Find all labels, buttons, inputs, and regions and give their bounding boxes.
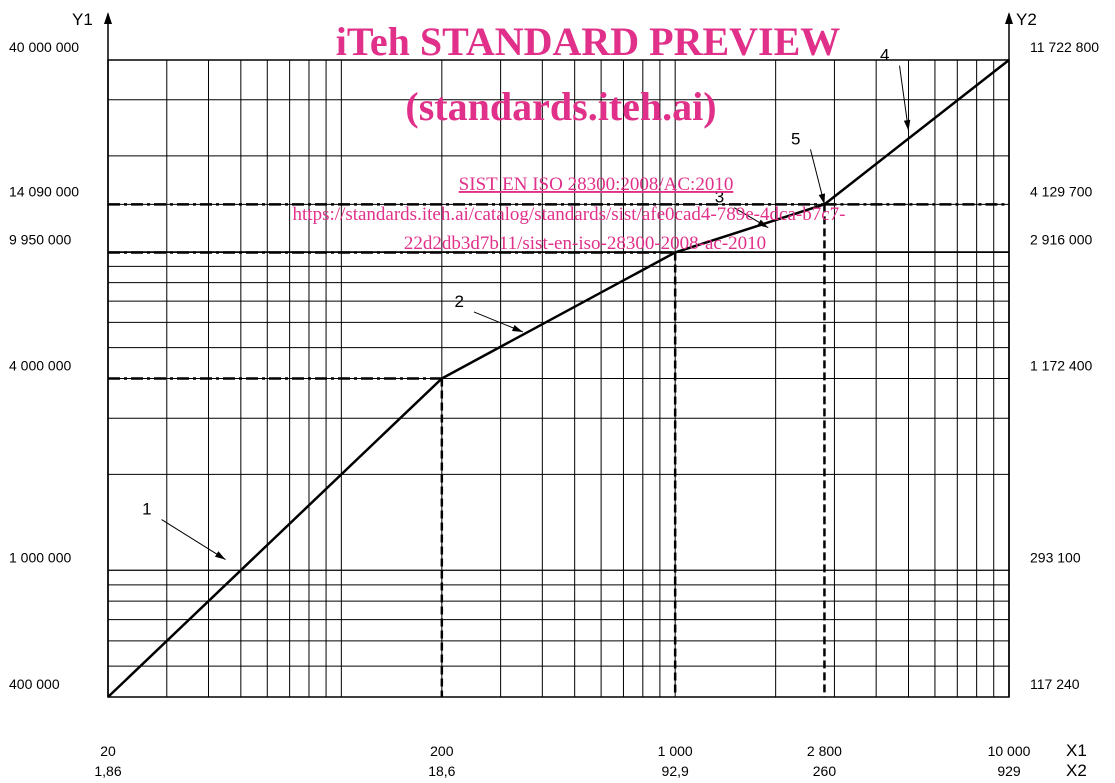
callout-label: 3 [715,188,724,207]
callout-arrowhead [512,324,523,332]
reference-lines [108,203,1009,697]
callout-label: 4 [880,46,889,65]
series [107,59,1010,698]
x1-axis-label: X1 [1066,741,1087,760]
y2-axis-arrow [1005,12,1013,24]
callout-leader [899,65,910,131]
x1-tick-label: 200 [430,743,454,759]
x1-tick-label: 1 000 [658,743,693,759]
x2-tick-label: 1,86 [94,763,121,779]
y1-tick-label: 14 090 000 [9,183,79,199]
callout-leader [161,519,226,561]
callout-arrowhead [818,193,826,205]
y1-tick-label: 4 000 000 [9,358,71,374]
x2-tick-label: 92,9 [662,763,689,779]
x2-tick-label: 18,6 [428,763,455,779]
callouts: 1 2 3 4 5 [142,46,911,561]
x2-tick-label: 929 [997,763,1021,779]
y1-axis-label: Y1 [72,10,93,29]
callout-label: 2 [454,292,463,311]
callout-arrowhead [903,119,911,131]
y2-tick-label: 4 129 700 [1030,183,1092,199]
series-line [107,59,1010,698]
watermark-url-line1[interactable]: https://standards.iteh.ai/catalog/standa… [293,204,846,225]
y1-tick-label: 400 000 [9,676,60,692]
callout-arrowhead [757,219,769,228]
watermark-url-line2[interactable]: 22d2db3d7b11/sist-en-iso-28300-2008-ac-2… [404,233,766,254]
watermark-title: iTeh STANDARD PREVIEW [336,19,841,64]
tick-labels: 400 000 117 240 1 000 000 293 100 4 000 000 1… [9,39,1099,779]
x1-tick-label: 10 000 [988,743,1031,759]
x1-tick-label: 2 800 [807,743,842,759]
y2-tick-label: 293 100 [1030,549,1081,565]
y2-tick-label: 117 240 [1030,676,1080,692]
grid [107,59,1010,698]
y2-tick-label: 2 916 000 [1030,231,1092,247]
axes [104,12,1013,698]
x1-tick-label: 20 [100,743,116,759]
watermark: iTeh STANDARD PREVIEW (standards.iteh.ai… [293,19,846,254]
y2-tick-label: 11 722 800 [1030,39,1099,55]
y1-tick-label: 1 000 000 [9,549,71,565]
y1-tick-label: 40 000 000 [9,39,79,55]
callout-label: 1 [142,500,151,519]
y1-axis-arrow [104,12,112,24]
x2-tick-label: 260 [813,763,837,779]
callout-arrowhead [214,551,226,560]
x2-axis-label: X2 [1066,761,1087,780]
y2-tick-label: 1 172 400 [1030,358,1092,374]
callout-label: 5 [791,129,800,148]
y2-axis-label: Y2 [1016,10,1037,29]
watermark-doc-ref[interactable]: SIST EN ISO 28300:2008/AC:2010 [459,174,734,195]
watermark-subtitle: (standards.iteh.ai) [405,84,716,129]
y1-tick-label: 9 950 000 [9,231,71,247]
